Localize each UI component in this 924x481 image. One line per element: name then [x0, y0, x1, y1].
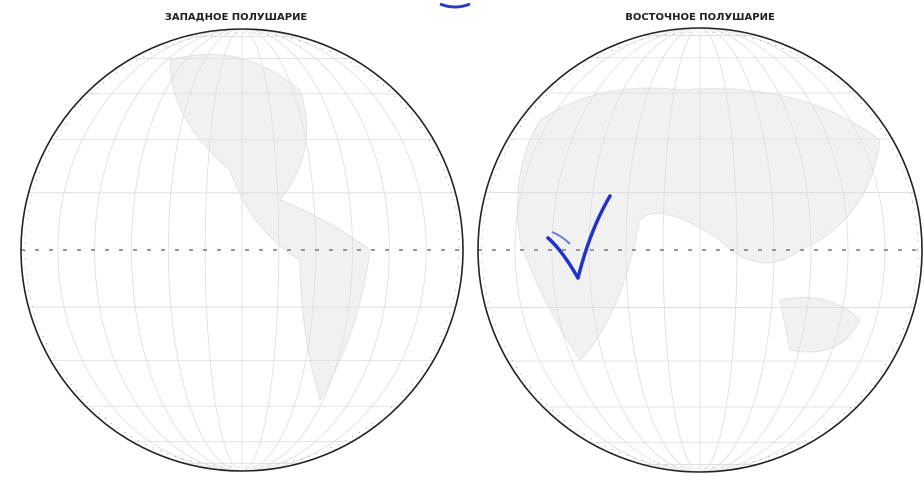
western-title: ЗАПАДНОЕ ПОЛУШАРИЕ — [165, 12, 308, 23]
hemisphere-outline — [20, 28, 464, 472]
degree-ring — [24, 32, 460, 468]
landmass — [779, 297, 861, 353]
degree-ring — [481, 31, 919, 469]
pen-mark — [439, 2, 471, 9]
checkmark-stroke — [551, 231, 571, 245]
hemisphere-outline — [477, 27, 923, 473]
checkmark — [546, 194, 612, 280]
eastern-title: ВОСТОЧНОЕ ПОЛУШАРИЕ — [625, 12, 775, 23]
hemispheres — [20, 27, 923, 473]
landmass — [517, 87, 881, 361]
